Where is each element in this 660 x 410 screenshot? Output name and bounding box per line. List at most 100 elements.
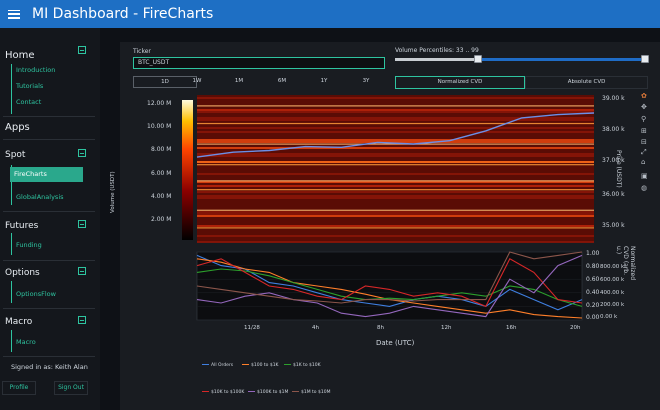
sidebar-section-spot: Spot — [5, 150, 26, 160]
sidebar-section-futures: Futures — [5, 221, 39, 231]
cvd-tick: 0.20 — [586, 302, 600, 309]
legend-all-orders[interactable]: All Orders — [202, 363, 233, 368]
collapse-options-icon[interactable] — [78, 267, 86, 275]
ticker-input[interactable]: BTC_USDT — [133, 57, 385, 69]
legend-label: All Orders — [211, 363, 234, 368]
legend-1k-10k[interactable]: $1K to $10K — [284, 363, 321, 368]
app-title: MI Dashboard - FireCharts — [32, 6, 214, 22]
reset-axes-icon[interactable]: ⌂ — [641, 158, 646, 166]
sidebar-item-firecharts[interactable]: FireCharts — [10, 167, 83, 182]
divider — [3, 260, 95, 261]
price-axis-label: Price (USDT) — [615, 150, 622, 188]
collapse-futures-icon[interactable] — [78, 220, 86, 228]
cvd-tick: 1.00 — [586, 250, 600, 257]
signed-in-text: Signed in as: Keith Alan — [11, 363, 88, 371]
sidebar: Home Introduction Tutorials Contact Apps… — [0, 28, 100, 410]
camera-icon[interactable]: ▣ — [641, 172, 648, 180]
cvd-tick: 0.60 — [586, 276, 600, 283]
options-nav-line — [11, 281, 12, 303]
range-1d-button[interactable]: 1D — [133, 76, 197, 88]
colorbar-tick: 8.00 M — [151, 146, 172, 153]
x-axis-title: Date (UTC) — [376, 339, 415, 347]
volume-percentile-slider-fill — [478, 58, 645, 61]
sidebar-item-optionsflow[interactable]: OptionsFlow — [16, 290, 56, 298]
sidebar-item-tutorials[interactable]: Tutorials — [16, 82, 44, 90]
cvd-tick: 0.80 — [586, 263, 600, 270]
sign-out-button[interactable]: Sign Out — [54, 381, 88, 395]
zoom-icon[interactable]: ⚲ — [641, 115, 647, 123]
x-tick: 16h — [506, 325, 517, 331]
divider — [3, 139, 95, 140]
colorbar-label: Volume (USDT) — [110, 171, 116, 213]
divider — [3, 308, 95, 309]
collapse-macro-icon[interactable] — [78, 316, 86, 324]
macro-nav-line — [11, 330, 12, 352]
sidebar-section-apps: Apps — [5, 122, 30, 133]
price-tick: 35.00 k — [602, 222, 625, 229]
legend-label: $1K to $10K — [293, 363, 321, 368]
slider-handle-high[interactable] — [641, 55, 649, 63]
zoom-in-icon[interactable]: ⊞ — [641, 127, 647, 135]
slider-handle-low[interactable] — [474, 55, 482, 63]
price-tick: 39.00 k — [602, 95, 625, 102]
sidebar-item-globalanalysis[interactable]: GlobalAnalysis — [16, 193, 64, 201]
range-6m-button[interactable]: 6M — [277, 78, 287, 84]
legend-10k-100k[interactable]: $10K to $100K — [202, 390, 244, 395]
plotly-logo-icon[interactable]: ✿ — [641, 92, 647, 100]
range-1y-button[interactable]: 1Y — [320, 78, 328, 84]
top-app-bar: MI Dashboard - FireCharts — [0, 0, 660, 28]
sidebar-section-home: Home — [5, 50, 35, 61]
sidebar-item-contact[interactable]: Contact — [16, 98, 42, 106]
main-panel — [120, 42, 660, 410]
cvd-axis-label: Normalized CVD (arb. u.) — [615, 246, 636, 281]
spike-lines-icon[interactable]: ◍ — [641, 184, 648, 192]
price-tick: 37.00 k — [602, 157, 625, 164]
legend-1m-10m[interactable]: $1M to $10M — [292, 390, 330, 395]
x-tick: 8h — [377, 325, 384, 331]
cvd-tick: 0.00 — [586, 314, 600, 321]
sidebar-section-macro: Macro — [5, 317, 33, 327]
sidebar-item-introduction[interactable]: Introduction — [16, 66, 56, 74]
colorbar-tick: 12.00 M — [147, 100, 172, 107]
collapse-spot-icon[interactable] — [78, 149, 86, 157]
zoom-out-icon[interactable]: ⊟ — [641, 138, 647, 146]
x-tick: 20h — [570, 325, 581, 331]
range-1w-button[interactable]: 1W — [192, 78, 202, 84]
colorbar-tick: 10.00 M — [147, 123, 172, 130]
colorbar-tick: 6.00 M — [151, 170, 172, 177]
divider — [3, 211, 95, 212]
legend-100-1k[interactable]: $100 to $1K — [242, 363, 279, 368]
autoscale-icon[interactable]: ⤢ — [641, 148, 647, 156]
ticker-label: Ticker — [133, 48, 151, 55]
range-3y-button[interactable]: 3Y — [362, 78, 370, 84]
sidebar-item-funding[interactable]: Funding — [16, 241, 42, 249]
price-tick: 36.00 k — [602, 191, 625, 198]
cvd-left-tick: 400.00 k — [600, 290, 625, 296]
x-tick: 12h — [441, 325, 452, 331]
sidebar-section-options: Options — [5, 268, 40, 278]
profile-button[interactable]: Profile — [2, 381, 36, 395]
collapse-home-icon[interactable] — [78, 46, 86, 54]
price-tick: 38.00 k — [602, 126, 625, 133]
volume-percentiles-label: Volume Percentiles: 33 .. 99 — [395, 47, 479, 54]
normalized-cvd-button[interactable]: Normalized CVD — [395, 76, 525, 89]
cvd-tick: 0.40 — [586, 289, 600, 296]
divider — [3, 356, 95, 357]
spot-nav-line — [11, 165, 12, 205]
cvd-left-tick: 200.00 k — [600, 302, 625, 308]
legend-label: $10K to $100K — [211, 390, 245, 395]
colorbar-tick: 4.00 M — [151, 193, 172, 200]
sidebar-item-macro[interactable]: Macro — [16, 338, 36, 346]
home-nav-line — [11, 64, 12, 114]
cvd-left-tick: 600.00 k — [600, 277, 625, 283]
pan-icon[interactable]: ✥ — [641, 103, 647, 111]
divider — [3, 116, 95, 117]
sidebar-item-label: FireCharts — [14, 170, 47, 178]
x-tick: 11/28 — [244, 325, 260, 331]
legend-label: $100K to $1M — [257, 390, 289, 395]
range-1m-button[interactable]: 1M — [234, 78, 244, 84]
legend-100k-1m[interactable]: $100K to $1M — [248, 390, 288, 395]
absolute-cvd-button[interactable]: Absolute CVD — [525, 76, 648, 89]
menu-icon[interactable] — [8, 9, 20, 19]
cvd-left-tick: 0.00 k — [600, 314, 618, 320]
